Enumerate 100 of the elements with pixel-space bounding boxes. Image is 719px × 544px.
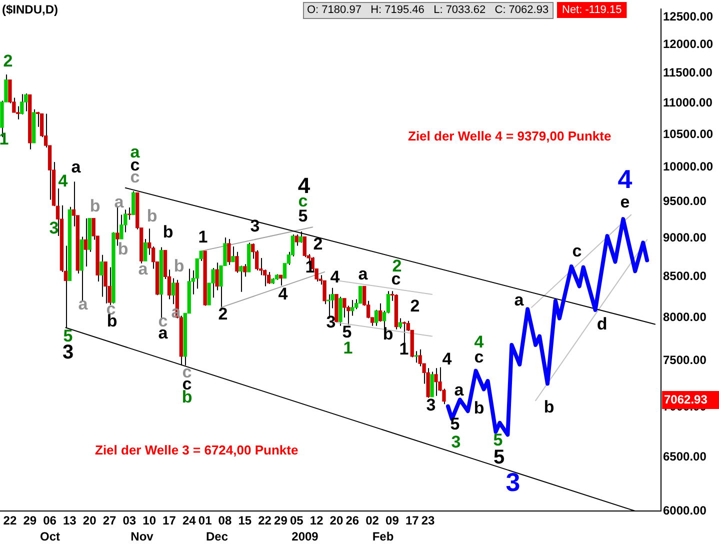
annotation: b bbox=[118, 240, 128, 259]
annotation: 4 bbox=[330, 268, 340, 287]
candlestick bbox=[266, 271, 271, 284]
annotation: b bbox=[544, 398, 554, 417]
annotation: 4 bbox=[58, 172, 68, 191]
annotation: 1 bbox=[399, 340, 409, 359]
candlestick bbox=[84, 218, 88, 267]
annotation: d bbox=[596, 314, 608, 334]
x-tick-label: 20 bbox=[330, 514, 344, 528]
y-tick-label: 6500.00 bbox=[663, 449, 707, 464]
x-tick-label: 03 bbox=[122, 514, 136, 528]
x-tick-label: 27 bbox=[102, 514, 116, 528]
annotation: a bbox=[138, 260, 148, 279]
x-tick-label: 26 bbox=[346, 514, 360, 528]
annotation: 2 bbox=[313, 234, 323, 254]
chart-title: ($INDU,D) bbox=[2, 2, 58, 16]
y-tick-label: 10000.00 bbox=[663, 160, 714, 174]
y-tick-label: 11500.00 bbox=[663, 66, 713, 80]
x-tick-label: 10 bbox=[142, 514, 156, 528]
annotation: c bbox=[572, 242, 582, 261]
annotation: 1 bbox=[198, 228, 208, 247]
y-tick-label: 9000.00 bbox=[663, 230, 707, 245]
annotation: 2 bbox=[3, 52, 13, 71]
annotation: 2 bbox=[392, 256, 402, 276]
annotation: 4 bbox=[278, 284, 288, 304]
candlestick bbox=[235, 251, 239, 274]
x-tick-label: 06 bbox=[43, 514, 57, 528]
candlestick bbox=[434, 368, 438, 396]
annotation: e bbox=[620, 192, 630, 212]
annotation: a bbox=[71, 158, 82, 177]
candlestick bbox=[430, 371, 434, 398]
x-tick-label: 17 bbox=[405, 514, 420, 528]
text: Feb bbox=[372, 529, 394, 544]
text: Nov bbox=[130, 529, 154, 544]
annotation: 2 bbox=[218, 304, 228, 324]
y-tick-label: 8000.00 bbox=[663, 310, 707, 324]
y-tick-label: 6000.00 bbox=[663, 503, 707, 518]
annotation: 4 bbox=[618, 164, 633, 194]
y-tick-label: 12500.00 bbox=[663, 10, 714, 24]
candlestick bbox=[294, 234, 298, 246]
text: 7062.93 bbox=[664, 392, 708, 406]
y-tick-label: 12000.00 bbox=[663, 37, 714, 51]
annotation: b bbox=[174, 256, 184, 276]
candlestick bbox=[414, 350, 418, 364]
x-tick-label: 22 bbox=[258, 514, 272, 528]
x-tick-label: 17 bbox=[162, 514, 176, 528]
text: Dec bbox=[206, 529, 228, 544]
annotation: b bbox=[162, 222, 174, 242]
candlestick bbox=[398, 318, 402, 329]
x-tick-label: 08 bbox=[218, 514, 232, 528]
x-tick-label: 22 bbox=[3, 514, 17, 528]
annotation: a bbox=[358, 264, 368, 284]
x-tick-label: 20 bbox=[82, 514, 97, 528]
x-tick-label: 12 bbox=[310, 514, 324, 528]
candlestick bbox=[16, 106, 20, 120]
chart-subtitle: O: 7180.97 H: 7195.46 L: 7033.62 C: 7062.93 bbox=[307, 4, 549, 16]
x-tick-label: 05 bbox=[290, 514, 304, 528]
annotation: Net: -119.15 bbox=[562, 4, 622, 16]
candlestick bbox=[378, 302, 382, 322]
candlestick bbox=[350, 300, 354, 316]
annotation: Ziel der Welle 4 = 9379,00 Punkte bbox=[408, 128, 612, 144]
text: 2009 bbox=[292, 529, 319, 544]
y-tick-label: 7500.00 bbox=[663, 353, 707, 368]
candlestick bbox=[402, 321, 406, 344]
y-tick-label: 9500.00 bbox=[663, 194, 707, 208]
x-tick-label: 29 bbox=[274, 514, 288, 528]
candlestick bbox=[239, 265, 243, 292]
annotation: b bbox=[382, 324, 394, 344]
annotation: b bbox=[474, 398, 484, 418]
annotation: a bbox=[454, 380, 464, 400]
candlestick bbox=[302, 236, 306, 258]
candlestick bbox=[144, 238, 148, 262]
candlestick bbox=[100, 254, 104, 298]
candlestick bbox=[374, 309, 378, 326]
x-tick-label: 23 bbox=[421, 514, 436, 528]
candlestick bbox=[231, 246, 235, 262]
x-tick-label: 24 bbox=[182, 514, 196, 528]
candlestick bbox=[116, 207, 120, 246]
annotation: b bbox=[90, 196, 100, 216]
candlestick bbox=[171, 278, 176, 305]
annotation: 3 bbox=[49, 218, 59, 238]
annotation: a bbox=[78, 294, 88, 314]
annotation: a bbox=[130, 142, 140, 162]
annotation: 1 bbox=[0, 130, 9, 149]
y-tick-label: 8500.00 bbox=[663, 268, 707, 283]
y-tick-label: 10500.00 bbox=[663, 126, 714, 141]
candlestick bbox=[338, 296, 342, 326]
candlestick bbox=[128, 207, 132, 220]
x-tick-label: 13 bbox=[63, 514, 77, 528]
y-tick-label: 11000.00 bbox=[663, 96, 713, 110]
x-tick-label: 29 bbox=[23, 514, 37, 528]
x-tick-label: 02 bbox=[366, 514, 380, 528]
annotation: 3 bbox=[426, 396, 436, 415]
annotation: 2 bbox=[410, 296, 420, 316]
x-tick-label: 01 bbox=[198, 514, 212, 528]
annotation: Ziel der Welle 3 = 6724,00 Punkte bbox=[95, 442, 298, 458]
annotation: a bbox=[514, 290, 524, 310]
candlestick bbox=[24, 93, 28, 112]
text: Oct bbox=[40, 529, 60, 544]
candlestick bbox=[227, 238, 231, 266]
